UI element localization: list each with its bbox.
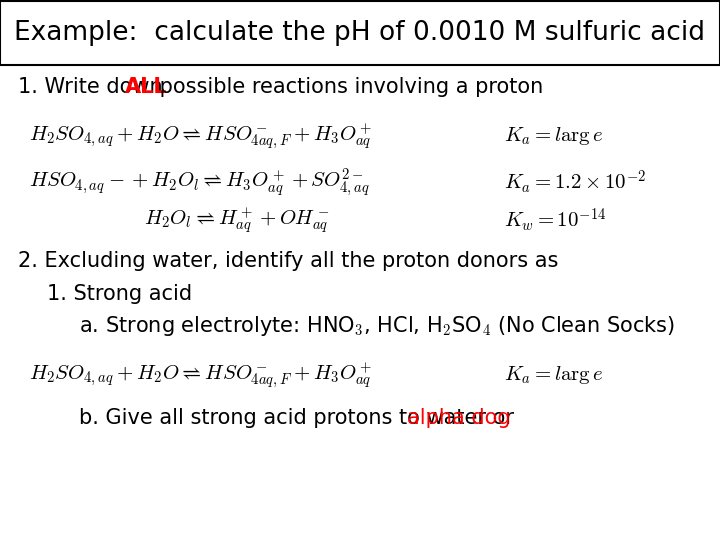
Text: 2. Excluding water, identify all the proton donors as: 2. Excluding water, identify all the pro…: [18, 251, 559, 272]
Text: $K_w = 10^{-14}$: $K_w = 10^{-14}$: [504, 206, 606, 234]
Text: a. Strong electrolyte: HNO$_3$, HCl, H$_2$SO$_4$ (No Clean Socks): a. Strong electrolyte: HNO$_3$, HCl, H$_…: [79, 314, 675, 338]
Text: $HSO_{4,aq} -+H_2O_l \rightleftharpoons H_3O^+_{aq} + SO^{2-}_{4,aq}$: $HSO_{4,aq} -+H_2O_l \rightleftharpoons …: [29, 166, 369, 199]
Text: Example:  calculate the pH of 0.0010 M sulfuric acid: Example: calculate the pH of 0.0010 M su…: [14, 21, 706, 46]
Text: 1. Write down: 1. Write down: [18, 77, 169, 98]
Text: b. Give all strong acid protons to water or: b. Give all strong acid protons to water…: [79, 408, 521, 428]
Text: alpha dog: alpha dog: [407, 408, 510, 428]
Text: possible reactions involving a proton: possible reactions involving a proton: [153, 77, 543, 98]
Text: ALL: ALL: [125, 77, 168, 98]
Text: $H_2SO_{4,aq} + H_2O \rightleftharpoons HSO^-_{4aq,F} + H_3O^+_{aq}$: $H_2SO_{4,aq} + H_2O \rightleftharpoons …: [29, 121, 372, 151]
Text: 1. Strong acid: 1. Strong acid: [47, 284, 192, 304]
FancyBboxPatch shape: [0, 1, 720, 65]
Text: $K_a = l\mathrm{arg}\,e$: $K_a = l\mathrm{arg}\,e$: [504, 364, 603, 386]
Text: $K_a = 1.2\times10^{-2}$: $K_a = 1.2\times10^{-2}$: [504, 168, 646, 197]
Text: $H_2SO_{4,aq} + H_2O \rightleftharpoons HSO^-_{4aq,F} + H_3O^+_{aq}$: $H_2SO_{4,aq} + H_2O \rightleftharpoons …: [29, 360, 372, 390]
Text: $H_2O_l \rightleftharpoons H^+_{aq} + OH^-_{aq}$: $H_2O_l \rightleftharpoons H^+_{aq} + OH…: [144, 206, 329, 235]
Text: $K_a = l\mathrm{arg}\,e$: $K_a = l\mathrm{arg}\,e$: [504, 125, 603, 147]
